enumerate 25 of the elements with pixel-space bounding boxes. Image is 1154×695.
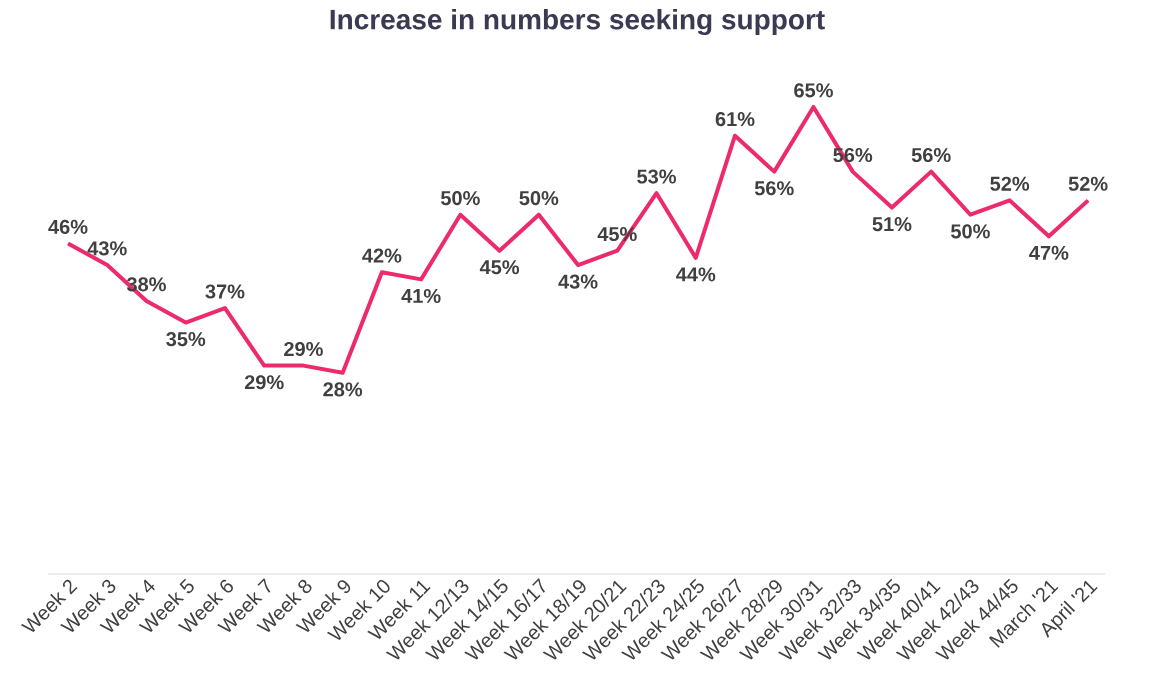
data-label: 50% [951, 224, 990, 239]
data-label: 47% [1029, 245, 1069, 260]
data-label: 50% [440, 191, 480, 206]
data-label: 61% [715, 112, 755, 127]
data-label: 35% [166, 332, 206, 347]
data-label: 45% [479, 260, 520, 275]
data-label: 29% [244, 375, 284, 390]
data-label: 56% [911, 147, 951, 163]
data-label: 46% [48, 219, 88, 234]
data-label: 37% [205, 284, 245, 299]
data-label: 43% [87, 241, 127, 256]
data-label: 50% [519, 191, 559, 206]
data-label: 42% [362, 248, 402, 263]
data-label: 43% [558, 274, 598, 289]
data-label: 56% [754, 181, 794, 196]
data-label: 44% [676, 267, 716, 282]
data-label: 65% [794, 83, 833, 98]
data-label: 51% [872, 217, 912, 232]
data-label: 28% [323, 382, 363, 397]
data-label: 29% [284, 341, 323, 357]
data-label: 52% [1068, 176, 1108, 191]
data-label: 52% [990, 176, 1030, 191]
data-label: 41% [401, 288, 441, 303]
data-label: 53% [637, 169, 677, 184]
chart-title: Increase in numbers seeking support [330, 8, 825, 36]
